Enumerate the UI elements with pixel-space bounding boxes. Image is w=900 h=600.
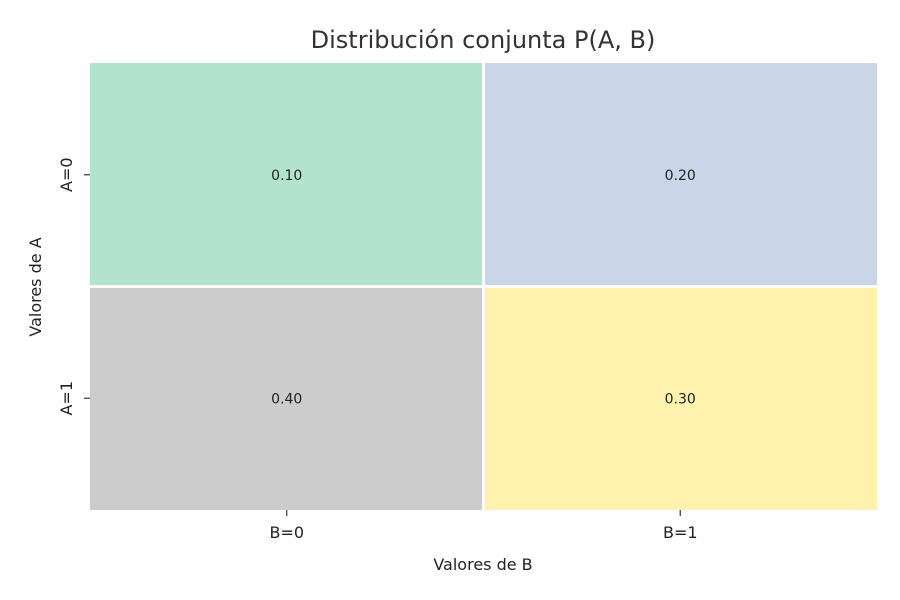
heatmap-cell-value: 0.40 — [271, 391, 302, 407]
x-tick-label: B=0 — [269, 523, 304, 542]
heatmap-cell-labels: 0.10 0.20 0.40 0.30 — [271, 168, 696, 408]
x-axis-label: Valores de B — [433, 555, 532, 574]
heatmap-cells — [90, 63, 877, 510]
heatmap-cell — [90, 63, 482, 285]
heatmap-cell-value: 0.30 — [665, 391, 696, 407]
x-tick-label: B=1 — [663, 523, 698, 542]
y-tick-label: A=1 — [57, 381, 76, 416]
heatmap-cell — [485, 288, 877, 510]
y-axis-label: Valores de A — [26, 237, 45, 336]
chart-title: Distribución conjunta P(A, B) — [311, 26, 656, 54]
heatmap-cell — [485, 63, 877, 285]
heatmap-cell-value: 0.20 — [665, 168, 696, 184]
y-tick-label: A=0 — [57, 157, 76, 192]
heatmap-cell — [90, 288, 482, 510]
y-axis-ticks: A=0 A=1 — [57, 157, 90, 416]
heatmap-cell-value: 0.10 — [271, 168, 302, 184]
x-axis-ticks: B=0 B=1 — [269, 510, 698, 542]
